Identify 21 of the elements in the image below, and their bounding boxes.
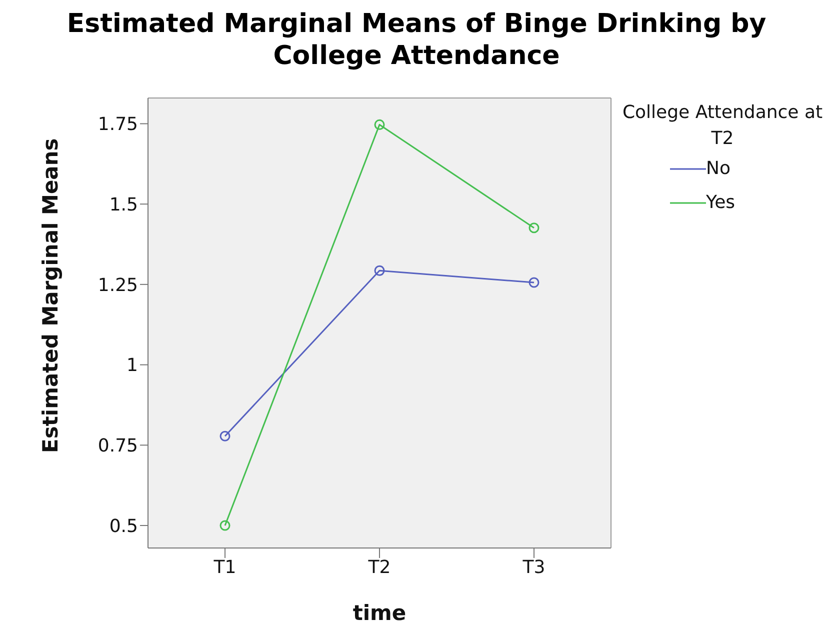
legend-title: College Attendance at T2 [621, 101, 824, 151]
point [528, 277, 540, 288]
x-tick-label: T3 [522, 556, 546, 578]
point [528, 222, 540, 234]
y-axis-title: Estimated Marginal Means [38, 138, 62, 453]
y-tick-label: 1.75 [98, 114, 138, 136]
y-tick-label: 1.5 [109, 194, 138, 216]
legend-label: No [706, 157, 730, 181]
y-tick-label: 1 [126, 355, 138, 376]
x-tick-label: T1 [212, 556, 236, 578]
legend-label: Yes [706, 191, 736, 215]
y-tick-label: 0.75 [98, 436, 138, 457]
y-tick-label: 1.25 [98, 274, 138, 296]
x-tick-label: T2 [367, 556, 391, 578]
y-tick-label: 0.5 [109, 516, 138, 537]
point [220, 430, 230, 442]
point [220, 520, 230, 531]
point [374, 265, 385, 276]
point [374, 119, 385, 130]
x-axis-title: time [352, 601, 406, 625]
chart-title: Estimated Marginal Means of Binge Drinking by College Attendance [66, 8, 768, 73]
